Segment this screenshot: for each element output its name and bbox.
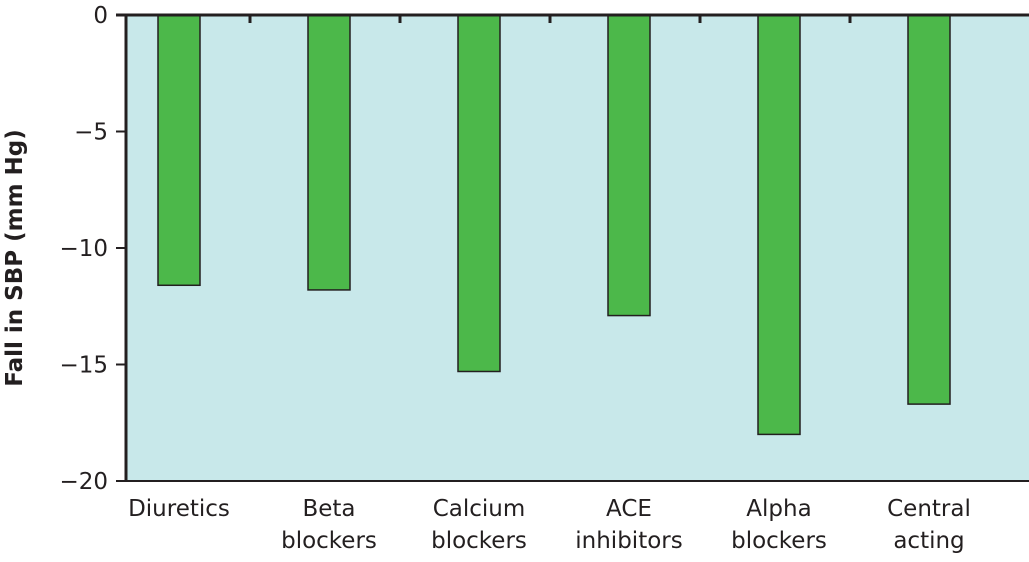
x-tick-label: acting bbox=[893, 528, 964, 554]
y-tick-label: −10 bbox=[59, 236, 108, 262]
x-tick-label: blockers bbox=[431, 528, 527, 554]
x-tick-label: blockers bbox=[731, 528, 827, 554]
bar bbox=[157, 14, 201, 287]
x-tick-label: Beta bbox=[302, 496, 355, 522]
bar bbox=[307, 14, 351, 291]
y-tick-label: −20 bbox=[59, 469, 108, 495]
y-axis-label: Fall in SBP (mm Hg) bbox=[2, 129, 28, 387]
x-tick-label: Central bbox=[887, 496, 971, 522]
bar bbox=[457, 14, 501, 373]
y-tick-label: −15 bbox=[59, 353, 108, 379]
x-tick-label: ACE bbox=[606, 496, 652, 522]
x-tick-label: Alpha bbox=[746, 496, 811, 522]
bar bbox=[607, 14, 651, 317]
x-tick-label: blockers bbox=[281, 528, 377, 554]
y-tick-label: −5 bbox=[74, 120, 108, 146]
plot-background bbox=[126, 15, 1029, 481]
y-tick-label: 0 bbox=[93, 3, 108, 29]
bar bbox=[907, 14, 951, 405]
x-tick-label: Calcium bbox=[433, 496, 526, 522]
x-tick-label: inhibitors bbox=[575, 528, 682, 554]
x-tick-label: Diuretics bbox=[128, 496, 230, 522]
bar bbox=[757, 14, 801, 436]
